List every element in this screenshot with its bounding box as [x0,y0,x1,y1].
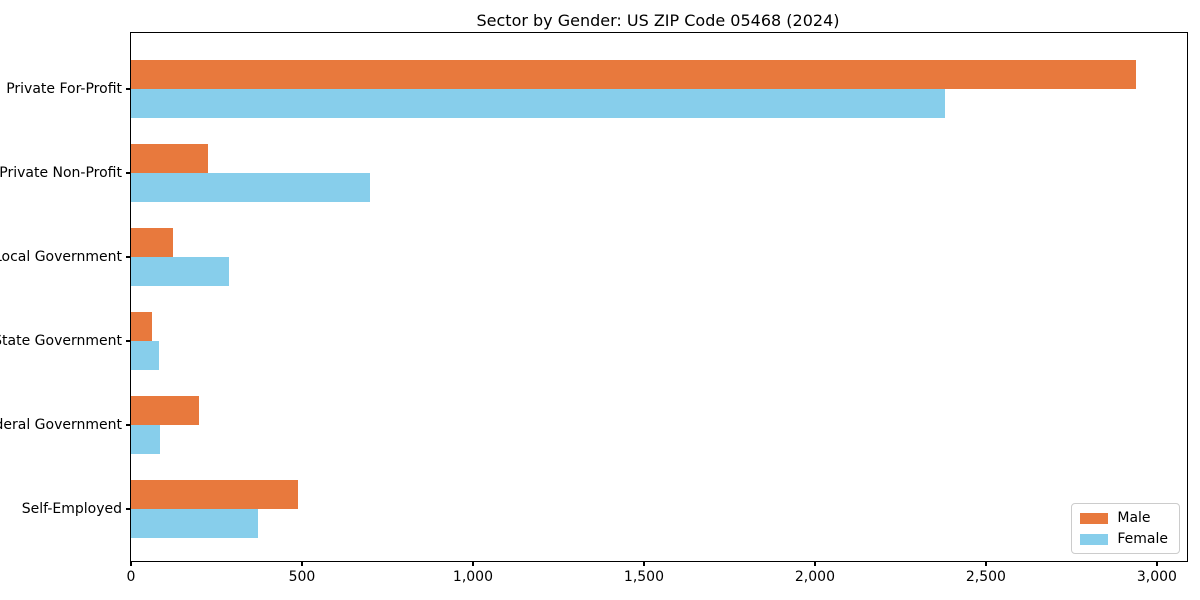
bar-male-federal-government [131,396,200,425]
x-tick-label: 1,500 [623,569,664,585]
x-tick-label: 1,000 [452,569,494,585]
y-tick-mark [126,172,131,174]
bar-female-private-non-profit [131,173,370,202]
bar-male-self-employed [131,480,298,509]
y-tick-label: Local Government [0,249,122,265]
x-tick-mark [814,561,816,566]
y-tick-mark [126,424,131,426]
y-tick-label: State Government [0,333,122,349]
male-swatch [1080,512,1109,524]
legend: Male Female [1071,503,1180,554]
y-tick-label: Federal Government [0,417,122,433]
x-tick-mark [985,561,987,566]
legend-entry-male: Male [1080,510,1168,526]
bar-female-federal-government [131,425,161,454]
x-tick-mark [301,561,303,566]
bar-female-local-government [131,257,230,286]
female-swatch [1080,533,1109,545]
bar-male-local-government [131,228,173,257]
x-tick-label: 2,500 [965,569,1006,585]
chart-title: Sector by Gender: US ZIP Code 05468 (202… [476,11,840,30]
y-tick-mark [126,256,131,258]
x-tick-label: 500 [288,569,316,585]
x-tick-label: 3,000 [1136,569,1177,585]
x-tick-mark [472,561,474,566]
legend-entry-female: Female [1080,531,1168,547]
bar-male-private-non-profit [131,144,208,173]
y-tick-mark [126,88,131,90]
y-tick-mark [126,340,131,342]
plot-area: Male Female Private For-Profit Private No… [0,32,1188,585]
y-tick-label: Private For-Profit [6,81,122,97]
bar-male-private-for-profit [131,60,1137,89]
x-tick-label: 0 [126,569,136,585]
bar-male-state-government [131,312,152,341]
legend-label-male: Male [1117,510,1151,526]
bar-female-self-employed [131,509,258,538]
x-tick-label: 2,000 [794,569,835,585]
legend-label-female: Female [1117,531,1168,547]
y-tick-label: Self-Employed [21,501,122,517]
bar-female-state-government [131,341,160,370]
y-tick-mark [126,508,131,510]
x-tick-mark [643,561,645,566]
y-tick-label: Private Non-Profit [0,165,122,181]
bar-female-private-for-profit [131,89,945,118]
x-tick-mark [1156,561,1158,566]
x-tick-mark [130,561,132,566]
